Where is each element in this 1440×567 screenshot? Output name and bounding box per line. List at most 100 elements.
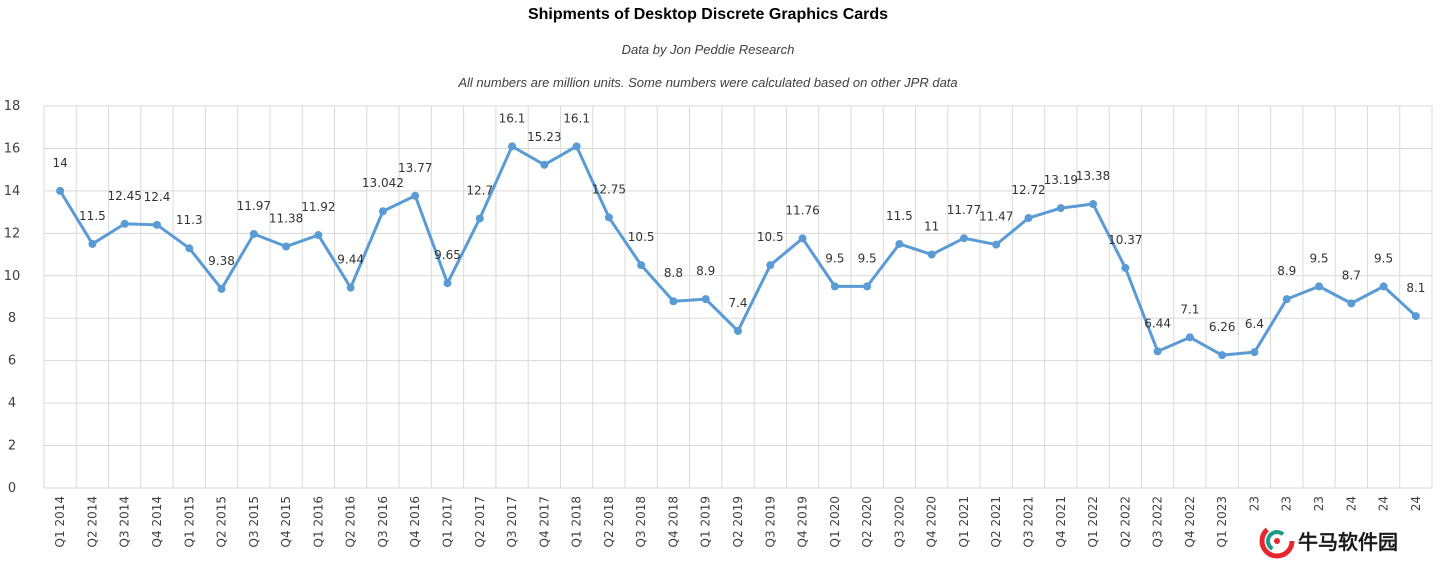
x-tick-label: Q3 2020 — [892, 496, 906, 547]
data-label: 8.9 — [1277, 264, 1296, 278]
data-label: 6.26 — [1209, 320, 1236, 334]
y-tick-label: 16 — [4, 141, 21, 156]
data-point — [56, 186, 65, 195]
data-label: 6.4 — [1245, 317, 1264, 331]
x-tick-label: Q1 2014 — [53, 496, 67, 547]
y-tick-label: 0 — [8, 481, 16, 496]
y-tick-label: 12 — [4, 226, 21, 241]
data-label: 13.19 — [1044, 173, 1078, 187]
y-tick-label: 6 — [8, 354, 16, 369]
data-label: 12.75 — [592, 182, 626, 196]
data-label: 9.65 — [434, 248, 461, 262]
data-point — [1315, 282, 1324, 291]
data-point — [992, 240, 1001, 249]
x-tick-label: Q3 2016 — [376, 496, 390, 547]
data-label: 11.47 — [979, 210, 1013, 224]
gridlines — [43, 105, 1433, 489]
data-label: 6.44 — [1144, 316, 1171, 330]
x-tick-label: Q1 2017 — [440, 496, 454, 547]
data-point — [798, 234, 807, 243]
x-tick-label: Q3 2017 — [505, 496, 519, 547]
data-label: 8.9 — [696, 264, 715, 278]
data-label: 15.23 — [527, 130, 561, 144]
data-point — [282, 242, 291, 251]
x-tick-label: 24 — [1409, 496, 1423, 511]
data-point — [314, 231, 323, 240]
watermark-text: 牛马软件园 — [1298, 530, 1398, 554]
x-tick-label: Q2 2016 — [344, 496, 358, 547]
y-tick-label: 18 — [4, 99, 21, 114]
x-tick-label: Q3 2018 — [634, 496, 648, 547]
data-point — [1089, 200, 1098, 209]
y-axis: 0 2 4 6 8 10 12 14 16 18 — [4, 99, 21, 496]
x-tick-label: 23 — [1247, 496, 1261, 511]
data-point — [863, 282, 872, 291]
data-point — [540, 160, 549, 169]
data-point — [959, 234, 968, 243]
data-label: 8.7 — [1342, 268, 1361, 282]
data-point — [895, 239, 904, 248]
data-point — [604, 213, 613, 222]
data-label: 12.4 — [144, 190, 171, 204]
x-tick-label: Q3 2022 — [1151, 496, 1165, 547]
x-tick-label: Q1 2022 — [1086, 496, 1100, 547]
x-tick-label: 23 — [1312, 496, 1326, 511]
data-point — [1121, 263, 1130, 272]
data-point — [1347, 299, 1356, 308]
data-point — [1218, 351, 1227, 360]
data-label: 13.77 — [398, 161, 432, 175]
x-tick-label: Q2 2022 — [1118, 496, 1132, 547]
watermark: 牛马软件园 — [1259, 523, 1398, 559]
data-point — [120, 219, 129, 228]
data-point — [217, 284, 226, 293]
data-point — [249, 229, 258, 238]
data-label: 9.5 — [858, 251, 877, 265]
x-tick-label: Q4 2019 — [796, 496, 810, 547]
data-point — [669, 297, 678, 306]
x-tick-label: Q2 2017 — [473, 496, 487, 547]
x-axis: Q1 2014 Q2 2014 Q3 2014 Q4 2014 Q1 2015 Q2 20… — [53, 496, 1423, 547]
x-tick-label: Q1 2019 — [699, 496, 713, 547]
chart-subtitle-note: All numbers are million units. Some numb… — [457, 75, 957, 90]
x-tick-label: Q4 2016 — [408, 496, 422, 547]
y-tick-label: 4 — [8, 396, 16, 411]
y-tick-label: 8 — [8, 311, 16, 326]
data-point — [1185, 333, 1194, 342]
data-point — [1411, 312, 1420, 321]
data-point — [1282, 295, 1291, 304]
x-tick-label: Q4 2017 — [537, 496, 551, 547]
data-label: 11.38 — [269, 211, 303, 225]
data-label: 12.7 — [466, 183, 493, 197]
y-tick-label: 2 — [8, 439, 16, 454]
x-tick-label: Q4 2021 — [1054, 496, 1068, 547]
x-tick-label: Q2 2019 — [731, 496, 745, 547]
data-label: 16.1 — [563, 111, 590, 125]
data-label: 11.77 — [947, 203, 981, 217]
data-label: 12.72 — [1011, 183, 1045, 197]
data-label: 11.5 — [79, 209, 106, 223]
data-point — [508, 142, 517, 151]
watermark-logo-icon — [1259, 523, 1295, 559]
data-point — [572, 142, 581, 151]
x-tick-label: Q1 2018 — [570, 496, 584, 547]
x-tick-label: Q4 2020 — [925, 496, 939, 547]
data-point — [1153, 347, 1162, 356]
data-label: 8.8 — [664, 266, 683, 280]
x-tick-label: Q2 2018 — [602, 496, 616, 547]
data-label: 10.5 — [628, 230, 655, 244]
series-shipments — [56, 142, 1420, 360]
x-tick-label: Q3 2015 — [247, 496, 261, 547]
data-point — [701, 295, 710, 304]
data-point — [152, 220, 161, 229]
x-tick-label: Q4 2014 — [150, 496, 164, 547]
x-tick-label: Q3 2014 — [118, 496, 132, 547]
data-label: 11.3 — [176, 213, 203, 227]
x-tick-label: Q4 2022 — [1183, 496, 1197, 547]
x-tick-label: Q3 2019 — [763, 496, 777, 547]
data-label: 8.1 — [1406, 281, 1425, 295]
data-label: 10.37 — [1108, 233, 1142, 247]
data-label: 11 — [924, 220, 939, 234]
data-point — [443, 279, 452, 288]
